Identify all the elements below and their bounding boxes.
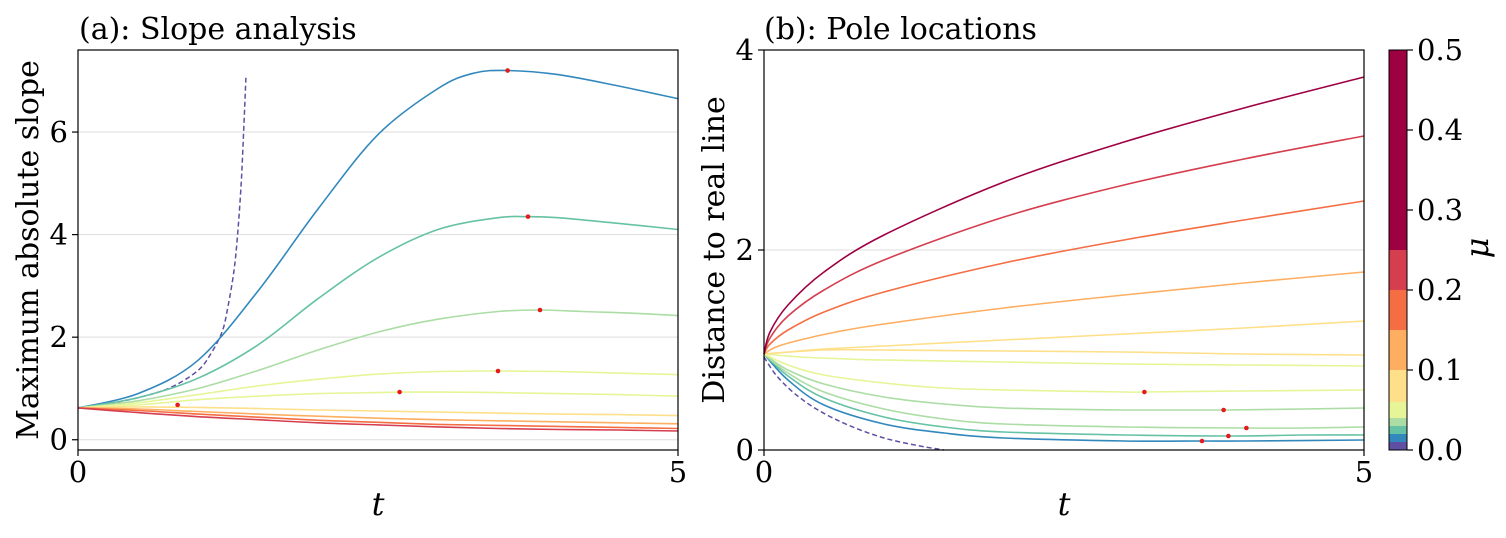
- colorbar-band: [1389, 290, 1407, 330]
- colorbar-band: [1389, 370, 1407, 402]
- colorbar-bands: [1389, 50, 1407, 450]
- series-line: [77, 215, 679, 409]
- max-marker: [1142, 389, 1147, 395]
- y-tick-label: 4: [736, 33, 754, 67]
- panel-b-markers: [1142, 389, 1249, 444]
- colorbar-tick-label: 0.3: [1417, 193, 1463, 227]
- colorbar-band: [1389, 434, 1407, 442]
- series-line: [77, 391, 679, 409]
- max-marker: [1221, 407, 1226, 413]
- max-marker: [1226, 433, 1231, 439]
- colorbar-band: [1389, 442, 1407, 450]
- series-line: [763, 271, 1365, 355]
- panel-b-ylabel: Distance to real line: [697, 96, 732, 403]
- colorbar: 0.0 0.1 0.2 0.3 0.4 0.5 μ: [1388, 33, 1496, 467]
- series-line: [763, 348, 1365, 356]
- panel-a-ylabel: Maximum absolute slope: [11, 60, 46, 440]
- max-marker: [1244, 425, 1249, 431]
- colorbar-label: μ: [1458, 238, 1496, 259]
- x-tick-label: 0: [69, 455, 87, 489]
- colorbar-tick-label: 0.0: [1417, 433, 1463, 467]
- panel-b-title: (b): Pole locations: [764, 12, 1037, 47]
- max-marker: [537, 307, 543, 313]
- y-tick-label: 6: [50, 115, 68, 149]
- panel-a-gridlines: [78, 131, 678, 441]
- y-tick-label: 0: [736, 433, 754, 467]
- colorbar-band: [1389, 418, 1407, 426]
- max-marker: [495, 368, 501, 374]
- colorbar-band: [1389, 250, 1407, 290]
- series-line-dashed: [763, 356, 945, 451]
- max-marker: [397, 389, 402, 395]
- series-line: [763, 353, 1365, 367]
- series-line: [77, 69, 679, 409]
- colorbar-frame: [1388, 49, 1408, 451]
- x-tick-label: 5: [669, 455, 687, 489]
- panel-a-frame: [77, 49, 679, 451]
- panel-a-y-ticks: 0 2 4 6: [50, 115, 78, 457]
- series-line: [77, 309, 679, 409]
- y-tick-label: 4: [50, 218, 68, 252]
- series-line: [763, 76, 1365, 355]
- x-tick-label: 0: [755, 455, 773, 489]
- series-line: [763, 135, 1365, 355]
- y-tick-label: 0: [50, 423, 68, 457]
- series-line: [763, 320, 1365, 355]
- panel-a-series: [77, 69, 679, 432]
- y-tick-label: 2: [50, 320, 68, 354]
- x-tick-label: 5: [1355, 455, 1373, 489]
- panel-b-y-ticks: 0 2 4: [736, 33, 764, 467]
- colorbar-band: [1389, 50, 1407, 250]
- series-line: [763, 353, 1365, 443]
- panel-a-title: (a): Slope analysis: [79, 12, 357, 47]
- max-marker: [1199, 438, 1205, 444]
- series-line: [763, 353, 1365, 393]
- max-marker: [505, 68, 510, 73]
- series-line: [77, 370, 679, 409]
- series-line: [77, 406, 679, 417]
- series-line: [763, 353, 1365, 411]
- panel-b-series: [763, 76, 1365, 451]
- colorbar-tick-label: 0.1: [1417, 353, 1463, 387]
- colorbar-band: [1389, 426, 1407, 434]
- colorbar-tick-label: 0.2: [1417, 273, 1463, 307]
- max-marker: [175, 402, 180, 408]
- colorbar-band: [1389, 330, 1407, 370]
- series-line: [763, 353, 1365, 429]
- series-line: [763, 353, 1365, 437]
- y-tick-label: 2: [736, 233, 754, 267]
- colorbar-band: [1389, 402, 1407, 418]
- colorbar-tick-label: 0.5: [1417, 33, 1463, 67]
- series-line: [77, 407, 679, 432]
- colorbar-tick-label: 0.4: [1417, 113, 1463, 147]
- series-line: [763, 200, 1365, 355]
- series-line: [77, 407, 679, 430]
- colorbar-ticks: 0.0 0.1 0.2 0.3 0.4 0.5: [1407, 33, 1463, 467]
- series-line: [77, 407, 679, 425]
- series-line-dashed: [77, 75, 247, 409]
- max-marker: [525, 214, 531, 219]
- panel-a-xlabel: t: [372, 485, 385, 523]
- panel-b-xlabel: t: [1058, 485, 1071, 523]
- panel-a-markers: [175, 68, 543, 408]
